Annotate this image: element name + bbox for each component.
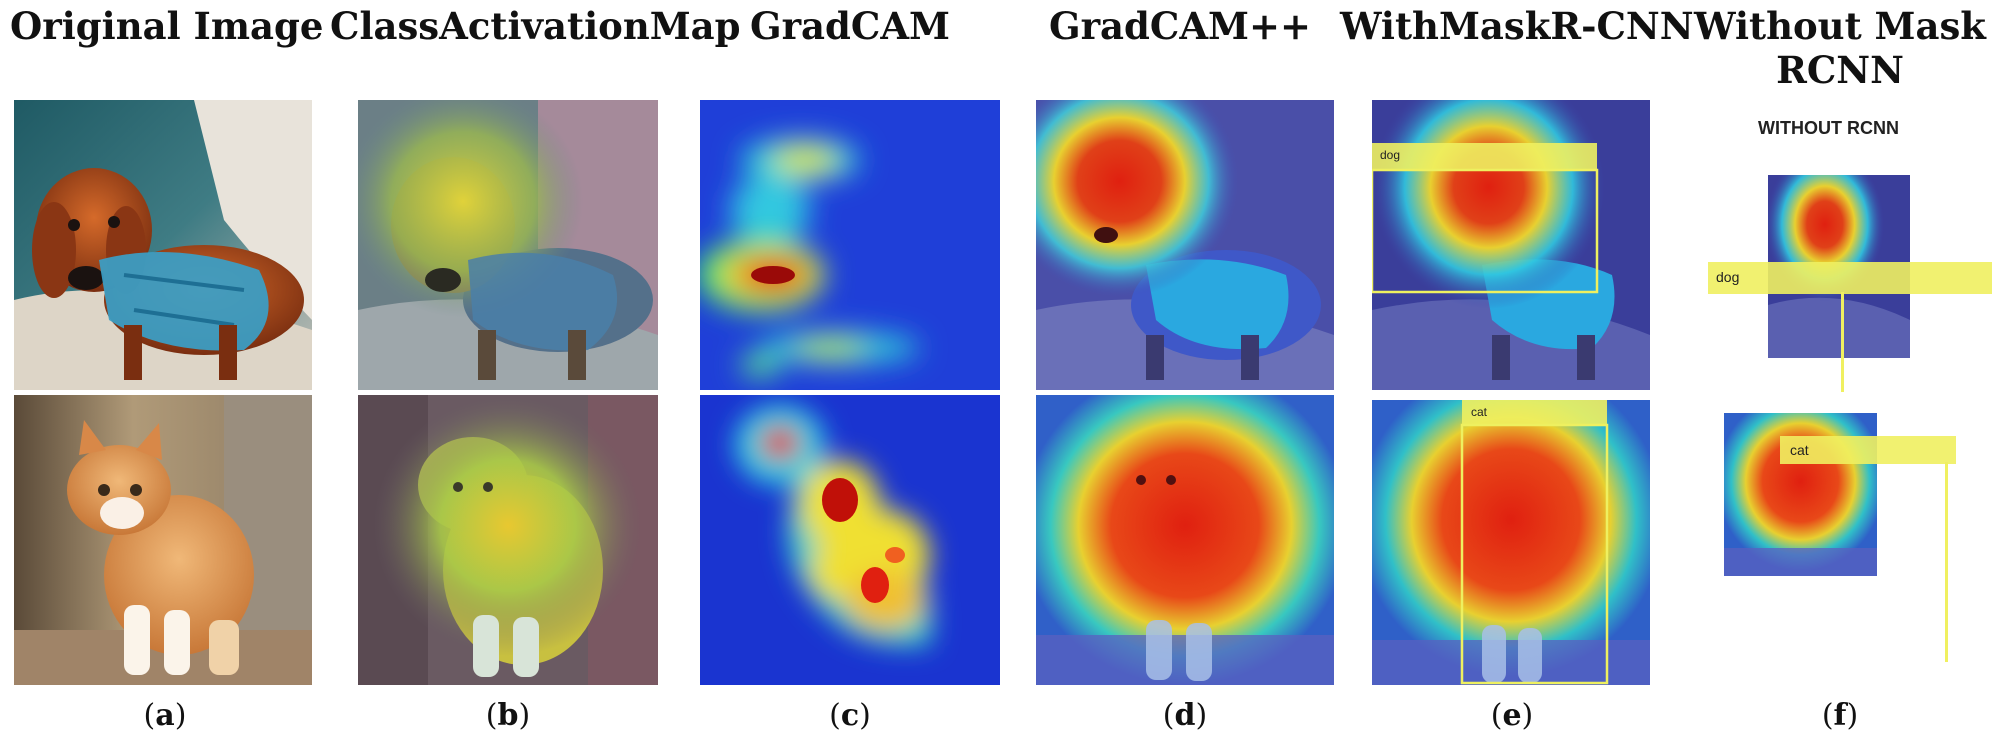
without-rcnn-inset-title: WITHOUT RCNN <box>1758 118 1899 138</box>
column-title-gradcampp: GradCAM++ <box>1048 4 1312 48</box>
gradcampp-dog-heatmap <box>1036 100 1334 390</box>
caption-c: (c) <box>829 698 871 733</box>
caption-f: (f) <box>1821 698 1859 733</box>
without-mask-cat-bbox <box>1780 436 1956 464</box>
gradcam-dog-heatmap <box>700 100 1000 390</box>
column-title-without-mask-line2: RCNN <box>1776 48 1904 92</box>
without-mask-dog-label: dog <box>1716 269 1740 285</box>
caption-b: (b) <box>485 698 531 733</box>
gradcam-cat-heatmap <box>700 395 1000 685</box>
caption-c-letter: c <box>840 698 860 733</box>
cam-dog-image <box>358 100 658 390</box>
caption-e-letter: e <box>1502 698 1522 733</box>
caption-d-letter: d <box>1174 698 1196 733</box>
without-mask-dog-bbox <box>1708 262 1992 294</box>
dog-bbox-label: dog <box>1380 148 1401 162</box>
original-cat-image <box>14 395 312 685</box>
with-mask-cat-heatmap: cat <box>1372 400 1650 685</box>
caption-a: (a) <box>143 698 187 733</box>
without-mask-cat-bbox-line <box>1945 462 1948 662</box>
original-dog-image <box>14 100 312 390</box>
column-title-without-mask-line1: Without Mask <box>1694 4 1986 48</box>
column-title-gradcam: GradCAM <box>749 4 951 48</box>
cam-cat-image <box>358 395 658 685</box>
without-mask-cat-label: cat <box>1790 442 1809 458</box>
with-mask-dog-heatmap: dog <box>1372 100 1650 390</box>
without-mask-dog-bbox-line <box>1841 292 1844 392</box>
column-title-cam: ClassActivationMap <box>330 4 741 48</box>
column-title-original: Original Image <box>10 4 324 48</box>
caption-d: (d) <box>1162 698 1208 733</box>
caption-b-letter: b <box>497 698 519 733</box>
caption-a-letter: a <box>155 698 175 733</box>
column-title-without-mask: Without Mask RCNN <box>1690 4 1990 92</box>
caption-f-letter: f <box>1833 698 1847 733</box>
column-title-with-mask: WithMaskR-CNN <box>1340 4 1694 48</box>
caption-e: (e) <box>1490 698 1534 733</box>
gradcampp-cat-heatmap <box>1036 395 1334 685</box>
cat-bbox-label: cat <box>1471 405 1488 419</box>
